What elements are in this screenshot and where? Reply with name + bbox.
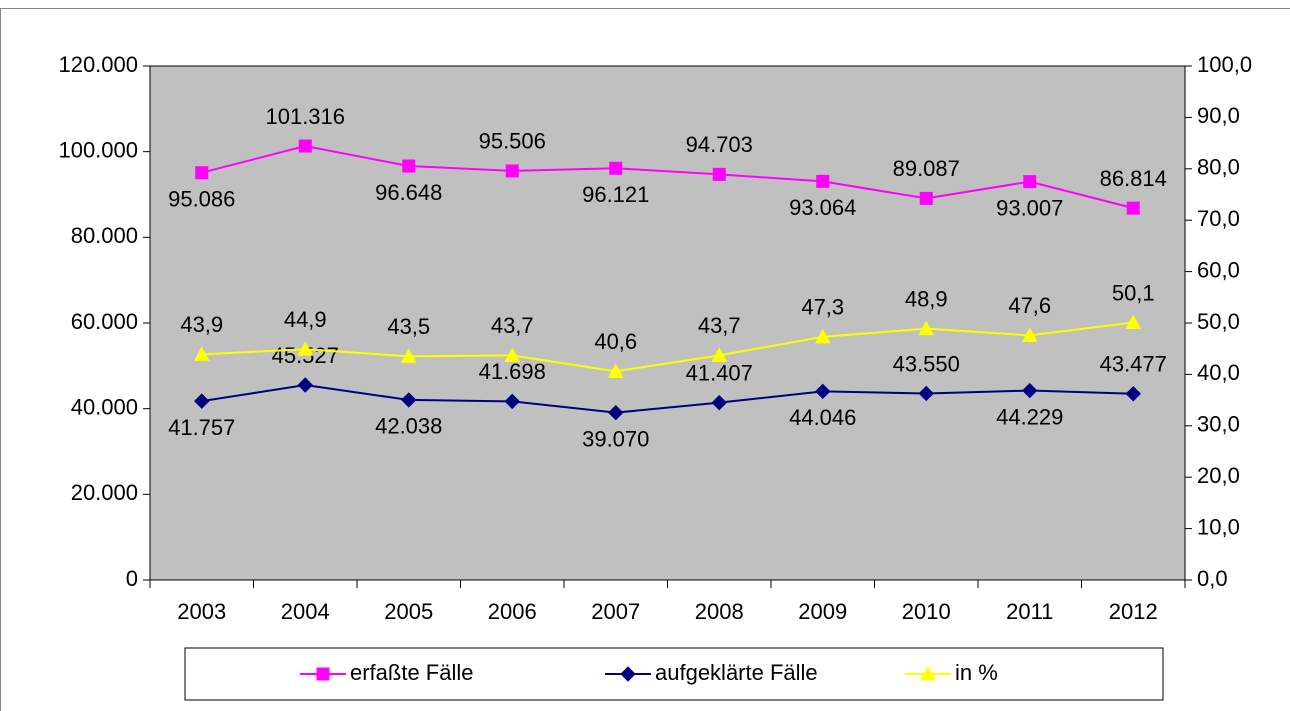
data-point [607, 363, 624, 378]
data-point [297, 377, 313, 393]
data-point [194, 393, 210, 409]
data-point [1022, 382, 1038, 399]
data-point [1125, 386, 1141, 402]
y2-tick-label: 90,0 [1197, 103, 1240, 128]
legend-marker [620, 666, 636, 682]
data-label: 101.316 [265, 104, 345, 129]
legend-label: erfaßte Fälle [350, 660, 474, 685]
data-point [504, 347, 521, 362]
data-point [402, 159, 416, 173]
data-point [193, 346, 210, 361]
data-label: 48,9 [905, 286, 948, 311]
data-point [401, 392, 417, 408]
y-tick-label: 60.000 [71, 309, 138, 334]
data-label: 93.007 [996, 195, 1063, 220]
data-label: 86.814 [1100, 166, 1167, 191]
data-label: 95.086 [168, 187, 235, 212]
data-label: 43.477 [1100, 352, 1167, 377]
x-tick-label: 2010 [902, 599, 951, 624]
data-point [505, 164, 519, 178]
y2-tick-label: 0,0 [1197, 566, 1228, 591]
data-point [1023, 175, 1037, 189]
data-point [608, 404, 624, 421]
data-label: 43.550 [893, 351, 960, 376]
data-label: 43,7 [491, 313, 534, 338]
y-tick-label: 120.000 [58, 52, 138, 77]
x-tick-label: 2011 [1006, 599, 1053, 624]
data-point [504, 393, 520, 410]
data-point [712, 167, 726, 181]
series-line [201, 145, 1134, 210]
x-tick-label: 2003 [177, 599, 226, 624]
data-point [195, 166, 209, 180]
data-point [816, 174, 830, 188]
data-label: 47,3 [801, 295, 844, 320]
y2-tick-label: 20,0 [1197, 463, 1240, 488]
series-line [201, 321, 1134, 373]
data-point [918, 320, 935, 336]
data-label: 47,6 [1008, 293, 1051, 318]
data-label: 41.757 [168, 415, 235, 440]
data-label: 96.121 [582, 182, 649, 207]
x-tick-label: 2012 [1109, 599, 1158, 624]
data-label: 89.087 [893, 156, 960, 181]
data-point [400, 348, 417, 363]
data-point [919, 191, 933, 205]
y2-tick-label: 50,0 [1197, 309, 1240, 334]
y2-tick-label: 30,0 [1197, 412, 1240, 437]
y-tick-label: 20.000 [71, 480, 138, 505]
data-label: 42.038 [375, 414, 442, 439]
y-tick-label: 80.000 [71, 223, 138, 248]
data-point [1126, 201, 1140, 215]
data-label: 43,9 [180, 312, 223, 337]
data-label: 43,5 [387, 314, 430, 339]
x-tick-label: 2005 [384, 599, 433, 624]
data-point [297, 341, 314, 356]
y2-tick-label: 40,0 [1197, 360, 1240, 385]
data-point [711, 347, 728, 362]
data-label: 40,6 [594, 329, 637, 354]
data-label: 50,1 [1112, 280, 1155, 305]
data-label: 39.070 [582, 426, 649, 451]
data-point [298, 139, 312, 153]
x-tick-label: 2007 [591, 599, 640, 624]
y-tick-label: 0 [126, 566, 138, 591]
data-label: 41.698 [479, 359, 546, 384]
data-label: 94.703 [686, 132, 753, 157]
x-tick-label: 2006 [488, 599, 537, 624]
data-label: 95.506 [479, 129, 546, 154]
data-label: 96.648 [375, 180, 442, 205]
legend-marker [920, 665, 936, 681]
data-point [815, 383, 831, 400]
data-point [609, 161, 623, 175]
y2-tick-label: 100,0 [1197, 52, 1252, 77]
data-point [918, 385, 934, 402]
data-label: 93.064 [789, 195, 856, 220]
legend-label: in % [955, 660, 998, 685]
legend-label: aufgeklärte Fälle [655, 660, 818, 685]
legend-box [184, 647, 1164, 701]
y-tick-label: 40.000 [71, 394, 138, 419]
data-point [711, 394, 727, 411]
data-label: 43,7 [698, 313, 741, 338]
data-label: 41.407 [686, 360, 753, 385]
legend-marker [316, 667, 330, 681]
data-label: 44,9 [284, 307, 327, 332]
plot-area [149, 65, 1186, 581]
y2-tick-label: 80,0 [1197, 155, 1240, 180]
x-tick-label: 2009 [798, 599, 847, 624]
y-tick-label: 100.000 [58, 137, 138, 162]
data-label: 44.229 [996, 404, 1063, 429]
y2-tick-label: 60,0 [1197, 257, 1240, 282]
data-point [1125, 314, 1142, 329]
y2-tick-label: 70,0 [1197, 206, 1240, 231]
series-line [201, 383, 1134, 414]
data-point [1021, 327, 1038, 342]
data-point [814, 328, 831, 344]
x-tick-label: 2004 [281, 599, 330, 624]
data-label: 44.046 [789, 405, 856, 430]
y2-tick-label: 10,0 [1197, 514, 1240, 539]
x-tick-label: 2008 [695, 599, 744, 624]
